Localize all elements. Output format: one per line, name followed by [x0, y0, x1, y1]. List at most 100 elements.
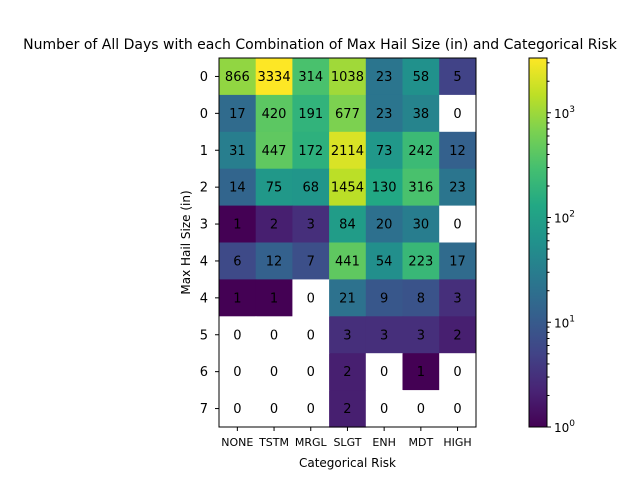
cell-value-label: 23	[376, 107, 393, 122]
heatmap-cell	[439, 279, 477, 317]
heatmap-cell	[219, 390, 257, 428]
cell-value-label: 1	[233, 218, 241, 233]
cell-value-label: 9	[380, 291, 388, 306]
heatmap-cell	[329, 168, 367, 207]
cell-value-label: 6	[233, 254, 241, 269]
cell-value-label: 1038	[331, 70, 364, 85]
cell-value-label: 1	[270, 291, 278, 306]
cell-value-label: 23	[376, 70, 393, 85]
y-tick-label: 4	[200, 254, 208, 269]
heatmap-cell	[439, 242, 477, 280]
heatmap-cell	[255, 205, 293, 244]
cell-value-label: 2	[343, 402, 351, 417]
heatmap-cell	[219, 205, 257, 244]
cell-value-label: 12	[266, 254, 283, 269]
x-tick-label: HIGH	[443, 436, 471, 449]
heatmap-cells	[219, 58, 477, 428]
cell-value-label: 17	[449, 254, 466, 269]
heatmap-cell	[402, 94, 440, 133]
y-tick-label: 4	[200, 291, 208, 306]
heatmap-cell	[255, 390, 293, 428]
heatmap-cell	[219, 168, 257, 207]
heatmap-cell	[255, 242, 293, 280]
x-tick-label: MDT	[409, 436, 434, 449]
cell-value-label: 0	[233, 328, 241, 343]
heatmap-cell	[329, 279, 367, 317]
heatmap-cell	[439, 316, 477, 354]
heatmap-cell	[255, 58, 293, 96]
heatmap-cell	[292, 168, 330, 207]
heatmap-cell	[439, 353, 477, 391]
heatmap-cell	[365, 205, 404, 244]
cell-value-label: 0	[307, 291, 315, 306]
heatmap-cell	[219, 316, 257, 354]
cell-value-label: 31	[229, 144, 246, 159]
cell-value-label: 58	[413, 70, 430, 85]
heatmap-cell	[365, 58, 404, 96]
cell-value-label: 68	[302, 181, 319, 196]
colorbar-gradient	[528, 57, 548, 428]
colorbar	[528, 57, 548, 428]
heatmap-cell	[439, 131, 477, 170]
heatmap-cell	[329, 353, 367, 391]
heatmap-cell	[329, 131, 367, 170]
cell-value-label: 441	[335, 254, 360, 269]
cell-value-label: 447	[262, 144, 287, 159]
cell-value-label: 3	[380, 328, 388, 343]
colorbar-tick-label: 102	[554, 210, 575, 226]
y-tick-label: 0	[200, 107, 208, 122]
x-tick-label: SLGT	[333, 436, 361, 449]
heatmap-cell	[255, 279, 293, 317]
cell-value-label: 0	[270, 328, 278, 343]
heatmap-cell	[255, 353, 293, 391]
heatmap-cell	[402, 353, 440, 391]
heatmap-cell	[439, 168, 477, 207]
cell-value-label: 2	[453, 328, 461, 343]
heatmap-cell	[219, 94, 257, 133]
cell-value-label: 75	[266, 181, 283, 196]
heatmap-cell	[255, 94, 293, 133]
cell-value-label: 420	[262, 107, 287, 122]
cell-value-label: 84	[339, 218, 356, 233]
cell-value-label: 21	[339, 291, 356, 306]
y-tick-label: 0	[200, 70, 208, 85]
heatmap-cell	[329, 94, 367, 133]
x-axis: NONE TSTM MRGL SLGT ENH MDT HIGH	[221, 427, 472, 449]
cell-value-label: 3	[417, 328, 425, 343]
x-tick-label: NONE	[221, 436, 253, 449]
cell-value-label: 0	[307, 402, 315, 417]
heatmap-cell	[292, 131, 330, 170]
heatmap-cell	[402, 168, 440, 207]
heatmap-cell-labels: 866 3334 314 1038 23 58 517 420 191 677 23 38 031 447…	[225, 70, 466, 417]
cell-value-label: 54	[376, 254, 393, 269]
cell-value-label: 3	[343, 328, 351, 343]
heatmap-cell	[365, 390, 404, 428]
cell-value-label: 172	[298, 144, 323, 159]
cell-value-label: 316	[408, 181, 433, 196]
heatmap-cell	[255, 168, 293, 207]
heatmap-cell	[255, 316, 293, 354]
heatmap-cell	[255, 131, 293, 170]
cell-value-label: 17	[229, 107, 246, 122]
cell-value-label: 0	[453, 107, 461, 122]
colorbar-tick-label: 101	[554, 314, 575, 330]
heatmap-cell	[365, 353, 404, 391]
y-tick-label: 7	[200, 402, 208, 417]
cell-value-label: 30	[413, 218, 430, 233]
cell-value-label: 0	[307, 365, 315, 380]
y-tick-label: 1	[200, 144, 208, 159]
colorbar-tick-label: 103	[554, 105, 575, 121]
cell-value-label: 0	[380, 365, 388, 380]
cell-value-label: 20	[376, 218, 393, 233]
cell-value-label: 3334	[258, 70, 291, 85]
heatmap-cell	[402, 131, 440, 170]
heatmap-cell	[402, 58, 440, 96]
heatmap-cell	[402, 242, 440, 280]
cell-value-label: 314	[298, 70, 323, 85]
heatmap-cell	[329, 390, 367, 428]
cell-value-label: 0	[453, 365, 461, 380]
heatmap-cell	[219, 353, 257, 391]
cell-value-label: 130	[372, 181, 397, 196]
heatmap-cell	[365, 131, 404, 170]
